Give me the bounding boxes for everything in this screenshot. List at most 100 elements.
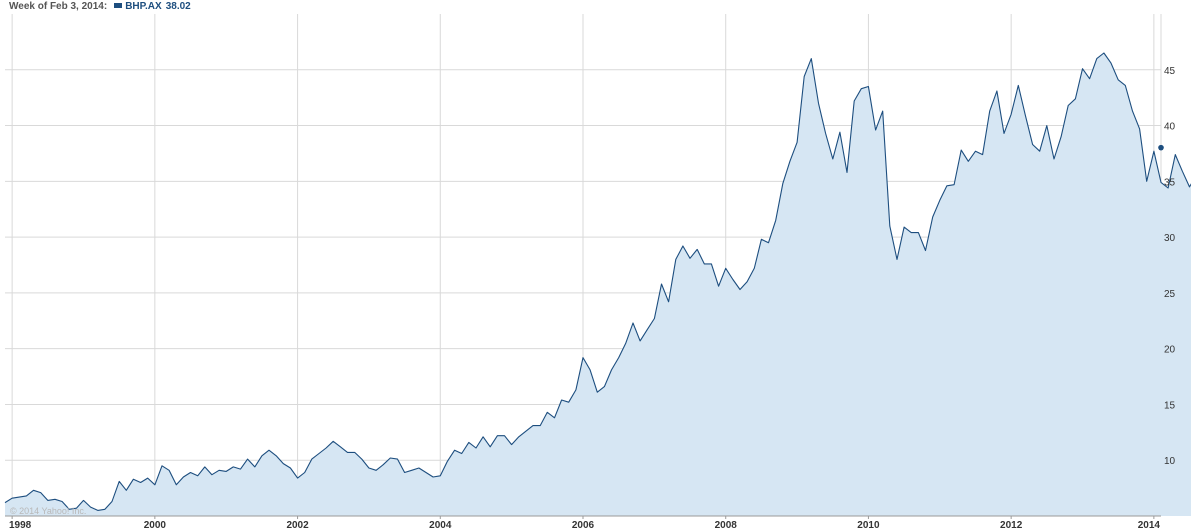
- data-point[interactable]: [139, 481, 143, 485]
- data-point[interactable]: [117, 479, 121, 483]
- data-point[interactable]: [1123, 83, 1127, 87]
- data-point[interactable]: [788, 159, 792, 163]
- data-point[interactable]: [438, 474, 442, 478]
- data-point[interactable]: [731, 278, 735, 282]
- data-point[interactable]: [445, 459, 449, 463]
- data-point[interactable]: [938, 198, 942, 202]
- data-point[interactable]: [153, 483, 157, 487]
- data-point[interactable]: [560, 398, 564, 402]
- data-point[interactable]: [1180, 169, 1184, 173]
- data-point[interactable]: [274, 454, 278, 458]
- data-point[interactable]: [160, 464, 164, 468]
- data-point[interactable]: [838, 130, 842, 134]
- data-point[interactable]: [346, 450, 350, 454]
- data-point[interactable]: [1031, 143, 1035, 147]
- data-point[interactable]: [1138, 127, 1142, 131]
- data-point[interactable]: [774, 218, 778, 222]
- data-point[interactable]: [474, 446, 478, 450]
- data-point[interactable]: [852, 99, 856, 103]
- data-point[interactable]: [952, 183, 956, 187]
- data-point[interactable]: [338, 445, 342, 449]
- data-point[interactable]: [510, 443, 514, 447]
- data-point[interactable]: [267, 448, 271, 452]
- data-point[interactable]: [1130, 109, 1134, 113]
- data-point[interactable]: [353, 450, 357, 454]
- data-point[interactable]: [752, 266, 756, 270]
- data-point[interactable]: [1145, 179, 1149, 183]
- data-point[interactable]: [381, 463, 385, 467]
- data-point[interactable]: [360, 457, 364, 461]
- data-point[interactable]: [53, 497, 57, 501]
- data-point[interactable]: [453, 448, 457, 452]
- data-point[interactable]: [767, 241, 771, 245]
- data-point[interactable]: [32, 488, 36, 492]
- data-point[interactable]: [1159, 180, 1163, 184]
- data-point[interactable]: [124, 488, 128, 492]
- data-point[interactable]: [181, 475, 185, 479]
- data-point[interactable]: [845, 170, 849, 174]
- data-point[interactable]: [1081, 67, 1085, 71]
- data-point[interactable]: [403, 470, 407, 474]
- data-point[interactable]: [424, 470, 428, 474]
- data-point[interactable]: [524, 429, 528, 433]
- data-point[interactable]: [24, 494, 28, 498]
- data-point[interactable]: [395, 457, 399, 461]
- data-point[interactable]: [1059, 135, 1063, 139]
- data-point[interactable]: [738, 288, 742, 292]
- data-point[interactable]: [174, 483, 178, 487]
- data-point[interactable]: [517, 435, 521, 439]
- data-point[interactable]: [645, 328, 649, 332]
- data-point[interactable]: [288, 466, 292, 470]
- data-point[interactable]: [624, 341, 628, 345]
- data-point[interactable]: [1009, 112, 1013, 116]
- data-point[interactable]: [638, 339, 642, 343]
- data-point[interactable]: [467, 440, 471, 444]
- data-point[interactable]: [238, 467, 242, 471]
- data-point[interactable]: [610, 368, 614, 372]
- data-point[interactable]: [1073, 97, 1077, 101]
- data-point[interactable]: [1052, 157, 1056, 161]
- data-point[interactable]: [916, 231, 920, 235]
- data-point[interactable]: [866, 85, 870, 89]
- data-point[interactable]: [189, 470, 193, 474]
- data-point[interactable]: [224, 469, 228, 473]
- data-point[interactable]: [503, 434, 507, 438]
- data-point[interactable]: [210, 473, 214, 477]
- data-point[interactable]: [895, 257, 899, 261]
- data-point[interactable]: [988, 109, 992, 113]
- data-point[interactable]: [417, 466, 421, 470]
- data-point[interactable]: [595, 390, 599, 394]
- ticker-symbol[interactable]: BHP.AX: [125, 1, 162, 12]
- data-point[interactable]: [96, 508, 100, 512]
- data-point[interactable]: [959, 148, 963, 152]
- data-point[interactable]: [631, 321, 635, 325]
- data-point[interactable]: [545, 410, 549, 414]
- data-point[interactable]: [795, 140, 799, 144]
- data-point[interactable]: [374, 468, 378, 472]
- data-point[interactable]: [1109, 61, 1113, 65]
- data-point[interactable]: [759, 237, 763, 241]
- data-point[interactable]: [931, 215, 935, 219]
- data-point[interactable]: [146, 476, 150, 480]
- data-point[interactable]: [460, 452, 464, 456]
- data-point[interactable]: [296, 476, 300, 480]
- last-value-marker[interactable]: [1158, 144, 1164, 151]
- data-point[interactable]: [303, 470, 307, 474]
- data-point[interactable]: [310, 457, 314, 461]
- data-point[interactable]: [881, 109, 885, 113]
- data-point[interactable]: [874, 128, 878, 132]
- data-point[interactable]: [260, 454, 264, 458]
- data-point[interactable]: [1045, 124, 1049, 128]
- data-point[interactable]: [3, 501, 7, 505]
- data-point[interactable]: [253, 465, 257, 469]
- data-point[interactable]: [674, 257, 678, 261]
- data-point[interactable]: [495, 434, 499, 438]
- data-point[interactable]: [1066, 103, 1070, 107]
- data-point[interactable]: [10, 496, 14, 500]
- data-point[interactable]: [1088, 77, 1092, 81]
- data-point[interactable]: [167, 468, 171, 472]
- data-point[interactable]: [196, 474, 200, 478]
- data-point[interactable]: [924, 248, 928, 252]
- data-point[interactable]: [110, 499, 114, 503]
- data-point[interactable]: [659, 282, 663, 286]
